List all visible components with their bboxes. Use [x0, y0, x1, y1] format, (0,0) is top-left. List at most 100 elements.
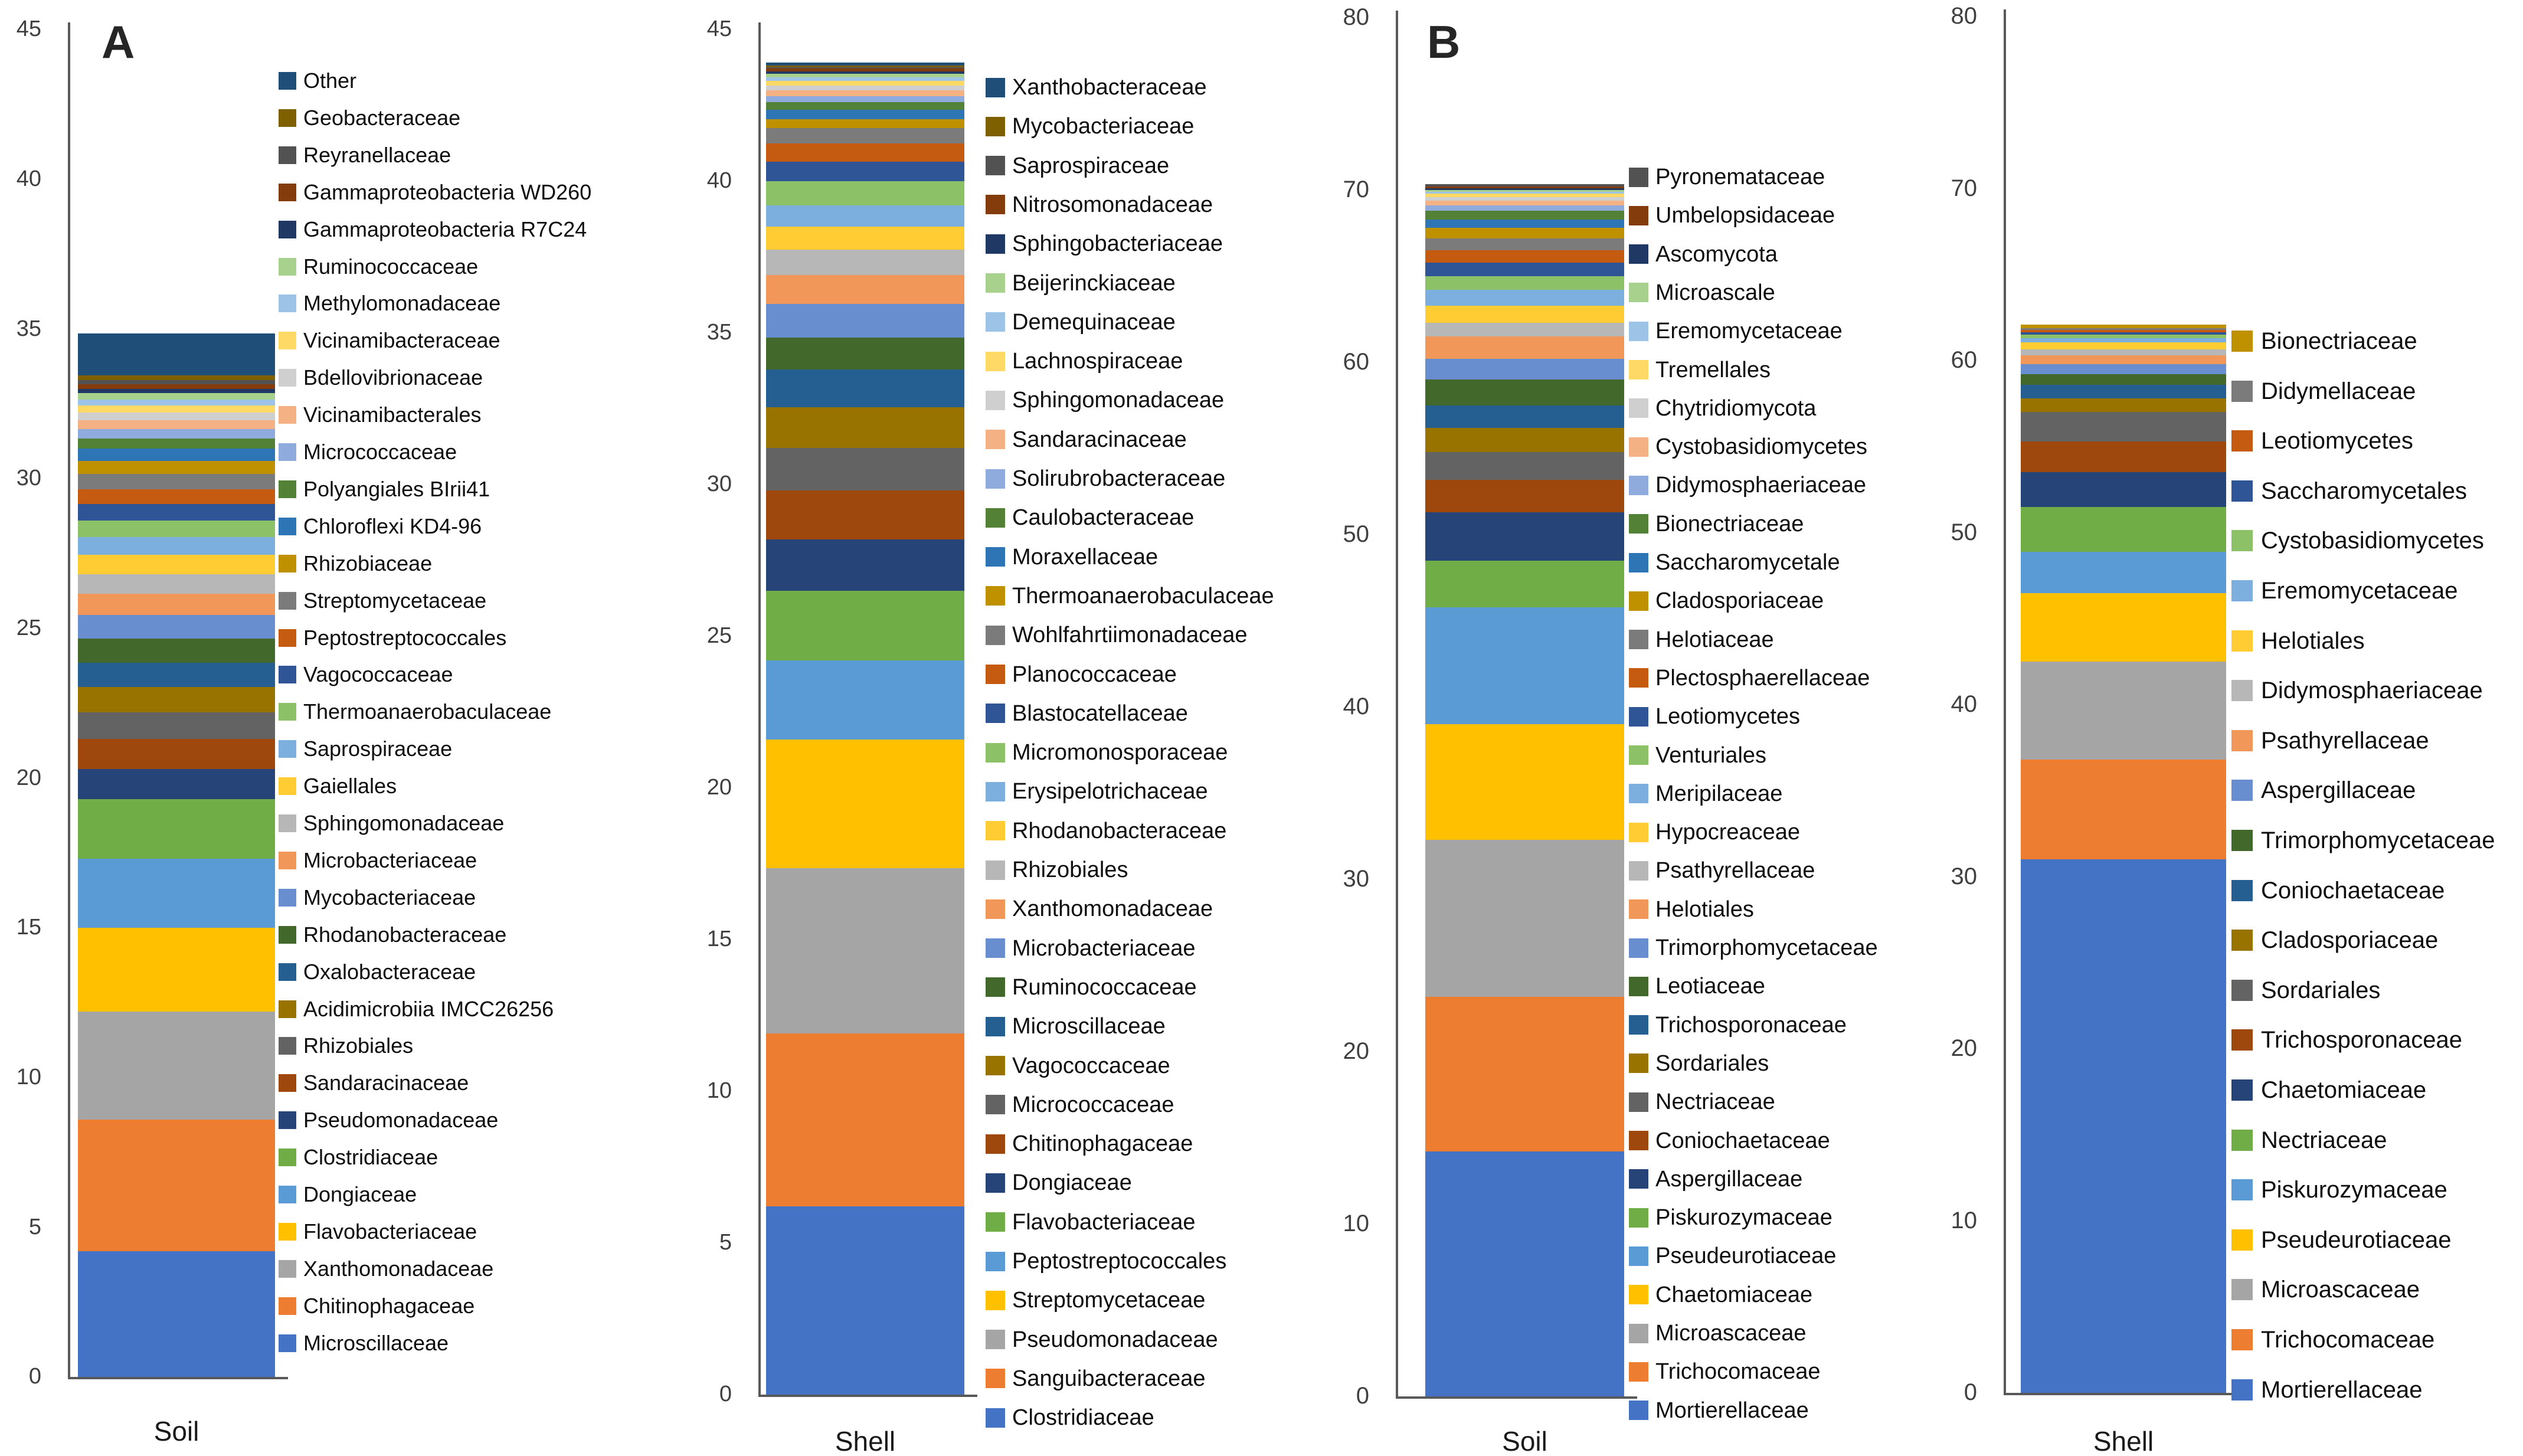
legend-swatch [986, 116, 1005, 136]
legend-label: Peptostreptococcales [303, 625, 507, 650]
legend-label: Pseudeurotiaceae [1655, 1244, 1837, 1269]
bar-segment [1425, 512, 1624, 561]
legend-item: Chloroflexi KD4-96 [279, 515, 482, 537]
bar-segment [2021, 412, 2226, 441]
bar-segment [78, 536, 275, 555]
legend-item: Sandaracinaceae [986, 428, 1187, 451]
x-axis-label: Shell [2093, 1426, 2154, 1456]
bar-segment [1425, 205, 1624, 211]
legend-item: Hypocreaceae [1629, 821, 1800, 843]
bar-segment [766, 1206, 964, 1395]
bar-segment [78, 375, 275, 380]
bar-segment [2021, 324, 2226, 328]
bar-segment [766, 369, 964, 407]
legend-swatch [1629, 1131, 1648, 1150]
bar-segment [766, 74, 964, 78]
y-tick-label: 5 [719, 1230, 732, 1255]
legend-label: Saprospiraceae [303, 737, 453, 761]
legend-label: Geobacteraceae [303, 105, 461, 130]
legend-item: Ascomycota [1629, 243, 1778, 266]
legend-swatch [279, 554, 296, 572]
legend-item: Mortierellaceae [1629, 1399, 1809, 1422]
legend-label: Helotiaceae [1655, 627, 1774, 652]
legend-label: Dongiaceae [303, 1182, 417, 1206]
legend-swatch [2231, 879, 2253, 901]
bar-segment [766, 119, 964, 129]
legend-swatch [1629, 514, 1648, 534]
legend-item: Bdellovibrionaceae [279, 367, 483, 388]
legend-label: Chaetomiaceae [2261, 1077, 2427, 1103]
bar-segment [78, 438, 275, 449]
legend-swatch [986, 1016, 1005, 1036]
legend-label: Cladosporiaceae [1655, 588, 1824, 614]
legend-item: Trichocomaceae [1629, 1360, 1821, 1383]
legend-swatch [986, 156, 1005, 176]
bar-segment [766, 63, 964, 66]
legend-item: Solirubrobacteraceae [986, 467, 1225, 490]
legend-swatch [1629, 398, 1648, 418]
legend-swatch [2231, 930, 2253, 951]
legend-label: Ruminococcaceae [1012, 974, 1197, 1000]
legend-item: Trimorphomycetaceae [2231, 829, 2495, 852]
legend-label: Ruminococcaceae [303, 254, 479, 279]
legend-swatch [2231, 1329, 2253, 1350]
bar-segment [766, 102, 964, 110]
bar-segment [766, 128, 964, 143]
legend-item: Micromonosporaceae [986, 741, 1228, 764]
legend-swatch [986, 1095, 1005, 1115]
legend-swatch [279, 1000, 296, 1018]
y-tick-label: 40 [706, 168, 732, 194]
legend-item: Chitinophagaceae [279, 1295, 475, 1317]
legend-item: Trichosporonaceae [2231, 1028, 2462, 1052]
legend-label: Helotiales [2261, 627, 2365, 654]
legend-label: Cladosporiaceae [2261, 927, 2439, 954]
legend-label: Microascaceae [2261, 1277, 2420, 1303]
legend-item: Dongiaceae [279, 1184, 417, 1205]
bar-segment [1425, 211, 1624, 220]
legend-swatch [279, 851, 296, 869]
y-tick-label: 25 [16, 615, 41, 640]
x-axis [1396, 1396, 1637, 1399]
legend-swatch [1629, 1169, 1648, 1189]
legend-swatch [1629, 745, 1648, 765]
legend-item: Sphingobacteriaceae [986, 233, 1223, 255]
y-tick-label: 70 [1343, 176, 1370, 203]
bar-segment [2021, 335, 2226, 339]
bar-segment [78, 928, 275, 1012]
bar-segment [1425, 250, 1624, 263]
legend-swatch [1629, 1323, 1648, 1343]
y-tick-label: 30 [706, 472, 732, 497]
bar-segment [78, 614, 275, 639]
legend-swatch [2231, 680, 2253, 702]
y-tick-label: 60 [1951, 347, 1978, 374]
bar-segment [78, 574, 275, 594]
bar-segment [1425, 451, 1624, 480]
bar-segment [1425, 238, 1624, 251]
legend-swatch [2231, 1279, 2253, 1301]
bar-segment [78, 474, 275, 489]
legend-item: Meripilaceae [1629, 783, 1782, 805]
legend-item: Sphingomonadaceae [279, 813, 504, 834]
legend-item: Microscillaceae [986, 1015, 1166, 1038]
legend-label: Nectriaceae [2261, 1127, 2387, 1153]
bar-segment [1425, 996, 1624, 1152]
bar-segment [766, 275, 964, 305]
bar-segment [78, 388, 275, 394]
legend-label: Hypocreaceae [1655, 820, 1801, 845]
legend-label: Planococcaceae [1012, 662, 1177, 687]
legend-item: Eremomycetaceae [1629, 320, 1843, 342]
legend-label: Sandaracinaceae [1012, 427, 1187, 452]
legend-swatch [1629, 1053, 1648, 1074]
legend-label: Sordariales [1655, 1051, 1769, 1076]
legend-label: Vagococcaceae [1012, 1053, 1170, 1078]
legend-label: Pseudomonadaceae [303, 1108, 499, 1133]
bar-segment [78, 555, 275, 575]
legend-label: Nitrosomonadaceae [1012, 192, 1213, 217]
legend-swatch [986, 1369, 1005, 1389]
y-tick-label: 60 [1343, 349, 1370, 375]
bar-segment [2021, 384, 2226, 399]
legend-swatch [986, 1251, 1005, 1271]
legend-item: Rhizobiales [279, 1035, 413, 1056]
x-axis-label: Soil [153, 1416, 199, 1447]
y-tick-label: 10 [1343, 1210, 1370, 1237]
